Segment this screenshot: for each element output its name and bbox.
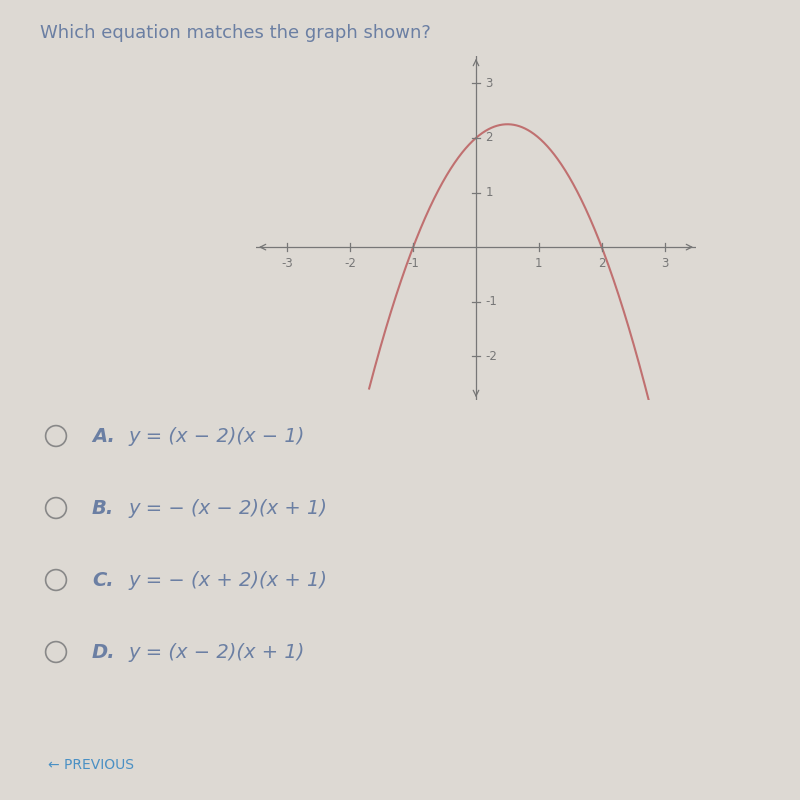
Text: y = − (x − 2)(x + 1): y = − (x − 2)(x + 1)	[128, 498, 327, 518]
Text: -2: -2	[486, 350, 498, 363]
Text: 1: 1	[535, 257, 542, 270]
Text: -2: -2	[344, 257, 356, 270]
Text: 3: 3	[661, 257, 668, 270]
Text: 2: 2	[486, 131, 493, 145]
Text: 3: 3	[486, 77, 493, 90]
Text: 1: 1	[486, 186, 493, 199]
Text: y = (x − 2)(x + 1): y = (x − 2)(x + 1)	[128, 642, 304, 662]
Text: Which equation matches the graph shown?: Which equation matches the graph shown?	[40, 24, 431, 42]
Text: -3: -3	[282, 257, 294, 270]
Text: 2: 2	[598, 257, 606, 270]
Text: ← PREVIOUS: ← PREVIOUS	[48, 758, 134, 772]
Text: C.: C.	[92, 570, 114, 590]
Text: A.: A.	[92, 426, 115, 446]
Text: y = (x − 2)(x − 1): y = (x − 2)(x − 1)	[128, 426, 304, 446]
Text: y = − (x + 2)(x + 1): y = − (x + 2)(x + 1)	[128, 570, 327, 590]
Text: B.: B.	[92, 498, 114, 518]
Text: -1: -1	[407, 257, 419, 270]
Text: D.: D.	[92, 642, 116, 662]
Text: -1: -1	[486, 295, 498, 308]
